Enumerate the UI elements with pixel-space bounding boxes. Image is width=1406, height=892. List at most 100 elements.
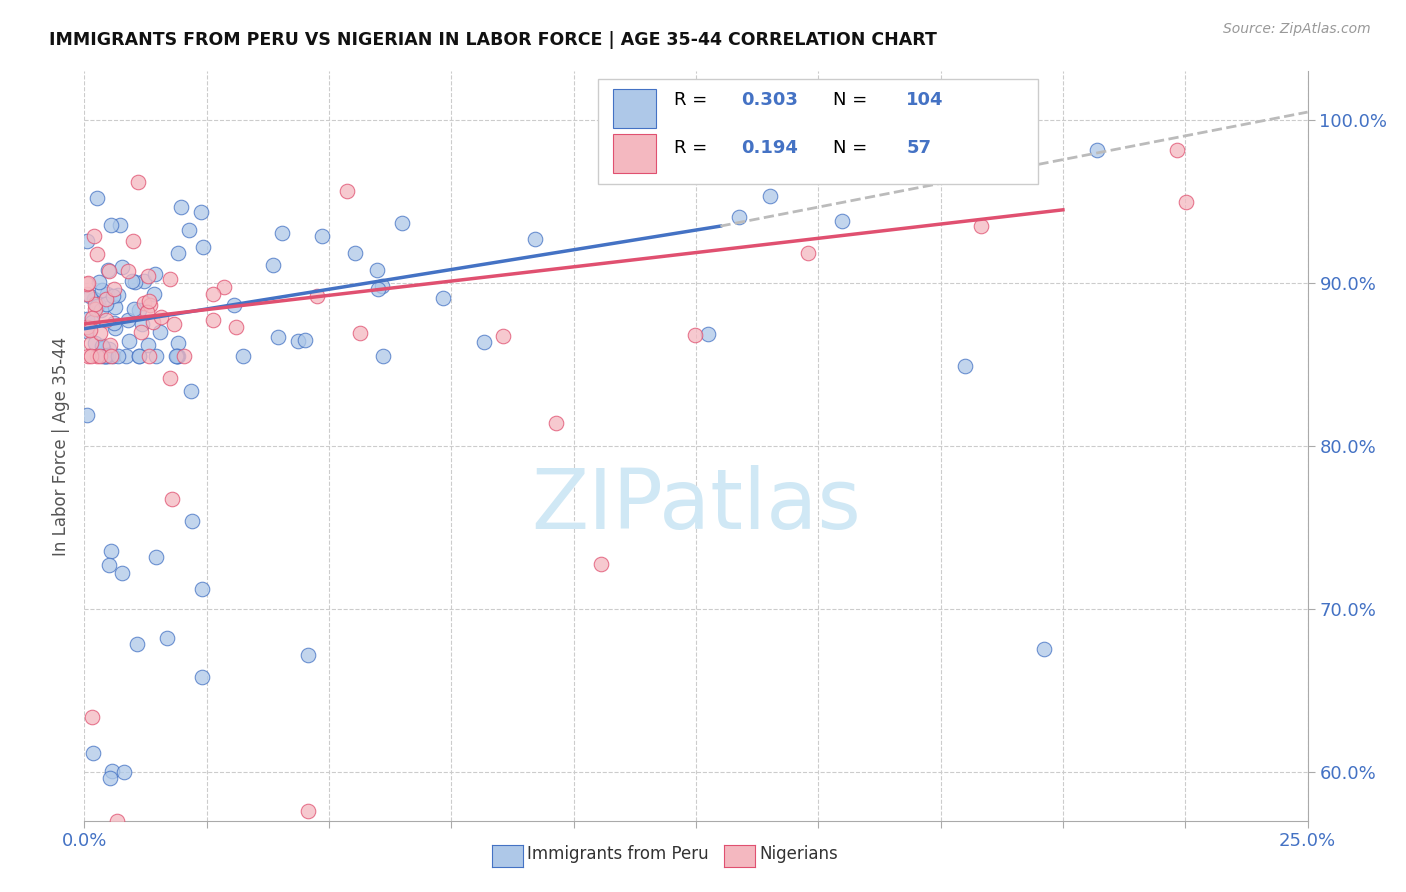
Point: [287, 334, 309, 348]
Point: [696, 326, 718, 341]
Point: [110, 218, 132, 232]
Y-axis label: In Labor Force | Age 35-44: In Labor Force | Age 35-44: [52, 336, 70, 556]
Point: [112, 765, 135, 780]
Point: [128, 350, 150, 364]
Point: [180, 384, 202, 398]
Point: [202, 287, 225, 301]
Point: [366, 263, 388, 277]
Point: [432, 291, 454, 305]
Point: [136, 305, 159, 319]
Point: [159, 371, 181, 385]
Point: [83, 297, 105, 311]
Point: [122, 234, 145, 248]
Point: [86, 299, 108, 313]
Point: [212, 280, 235, 294]
Point: [91, 339, 114, 353]
Text: N =: N =: [832, 91, 873, 109]
Point: [97, 350, 120, 364]
Text: 0.303: 0.303: [741, 91, 799, 109]
Point: [159, 272, 181, 286]
Point: [492, 328, 515, 343]
Point: [96, 292, 118, 306]
Point: [117, 313, 139, 327]
Point: [97, 264, 120, 278]
Point: [115, 350, 138, 364]
Point: [474, 335, 496, 350]
Point: [83, 336, 105, 351]
FancyBboxPatch shape: [613, 134, 655, 172]
Point: [91, 341, 114, 355]
Text: R =: R =: [673, 139, 713, 157]
Point: [180, 514, 202, 528]
Point: [136, 269, 159, 284]
Point: [80, 311, 103, 326]
Point: [1166, 143, 1188, 157]
Point: [143, 267, 166, 281]
Point: [76, 319, 98, 334]
Point: [83, 228, 105, 243]
Point: [83, 293, 105, 307]
Point: [191, 582, 214, 596]
Point: [225, 319, 247, 334]
Point: [82, 746, 104, 760]
Point: [683, 328, 706, 343]
Point: [98, 342, 121, 356]
Point: [1032, 642, 1054, 657]
Point: [138, 293, 160, 308]
Point: [86, 191, 108, 205]
Text: N =: N =: [832, 139, 873, 157]
Point: [97, 347, 120, 361]
Point: [79, 323, 101, 337]
Point: [76, 409, 98, 423]
Point: [132, 274, 155, 288]
Point: [127, 175, 149, 189]
Point: [84, 301, 107, 316]
Point: [297, 648, 319, 662]
Point: [524, 232, 547, 246]
Point: [1085, 143, 1108, 157]
Point: [344, 246, 367, 260]
Point: [193, 240, 215, 254]
Point: [602, 167, 624, 181]
Point: [89, 350, 111, 364]
Point: [349, 326, 371, 340]
Point: [1175, 195, 1198, 210]
Point: [190, 669, 212, 683]
Point: [104, 321, 127, 335]
Point: [138, 350, 160, 364]
Point: [76, 287, 98, 301]
Point: [91, 350, 114, 364]
Point: [87, 275, 110, 289]
Point: [271, 227, 294, 241]
Point: [134, 296, 156, 310]
Text: Nigerians: Nigerians: [759, 845, 838, 863]
Point: [103, 316, 125, 330]
Point: [262, 258, 284, 272]
Point: [77, 276, 100, 290]
Point: [103, 289, 125, 303]
Point: [122, 301, 145, 316]
Point: [727, 210, 749, 224]
Point: [222, 298, 245, 312]
Point: [131, 317, 153, 331]
Point: [783, 169, 806, 184]
Point: [311, 229, 333, 244]
Point: [145, 350, 167, 364]
Point: [591, 557, 613, 571]
Point: [94, 350, 117, 364]
Point: [86, 247, 108, 261]
Point: [970, 219, 993, 233]
Point: [79, 288, 101, 302]
Point: [127, 637, 149, 651]
Point: [232, 350, 254, 364]
Point: [544, 417, 567, 431]
Point: [190, 205, 212, 219]
Point: [76, 312, 98, 326]
Point: [179, 223, 201, 237]
Point: [94, 350, 117, 364]
Point: [797, 246, 820, 260]
Point: [94, 297, 117, 311]
Point: [104, 300, 127, 314]
Point: [145, 550, 167, 565]
Point: [336, 184, 359, 198]
